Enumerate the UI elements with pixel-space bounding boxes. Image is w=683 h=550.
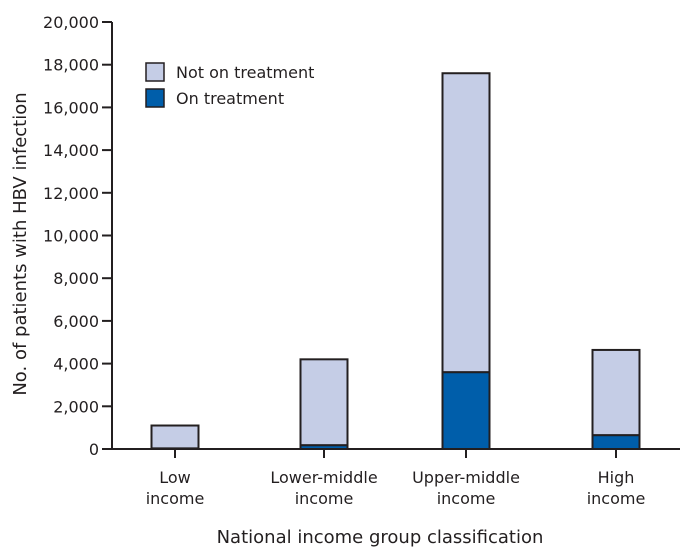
x-tick-label: income <box>146 489 205 508</box>
legend-swatch <box>145 62 165 82</box>
x-axis-categories: Low income Lower-middle income Upper-middle i… <box>146 449 646 508</box>
x-tick-label: income <box>295 489 354 508</box>
bar-segment <box>441 72 491 374</box>
y-tick-label: 10,000 <box>43 227 99 246</box>
y-tick-label: 6,000 <box>53 312 99 331</box>
legend-label: Not on treatment <box>176 63 314 82</box>
y-tick-label: 20,000 <box>43 13 99 32</box>
bar-segment <box>299 358 349 447</box>
y-tick-label: 18,000 <box>43 56 99 75</box>
y-tick-label: 12,000 <box>43 184 99 203</box>
y-tick-label: 14,000 <box>43 141 99 160</box>
x-axis-title: National income group classification <box>217 527 544 548</box>
x-tick-label: Lower-middle <box>270 468 377 487</box>
x-tick-label: High <box>598 468 635 487</box>
x-tick-label: Low <box>159 468 191 487</box>
y-tick-label: 16,000 <box>43 98 99 117</box>
y-tick-label: 8,000 <box>53 269 99 288</box>
x-tick-label: income <box>437 489 496 508</box>
x-tick-label: income <box>587 489 646 508</box>
bars <box>150 72 641 451</box>
y-axis-title: No. of patients with HBV infection <box>10 92 31 395</box>
legend: Not on treatment On treatment <box>145 62 314 108</box>
bar-segment <box>150 424 200 450</box>
bar-segment <box>441 371 491 451</box>
y-axis-ticks: 0 2,000 4,000 6,000 8,000 10,000 12,000 14,000 1… <box>43 13 112 459</box>
bar-segment <box>591 348 641 437</box>
bar-segment <box>591 434 641 450</box>
x-tick-label: Upper-middle <box>412 468 520 487</box>
y-tick-label: 0 <box>89 440 99 459</box>
y-tick-label: 4,000 <box>53 355 99 374</box>
legend-swatch <box>145 88 165 108</box>
y-tick-label: 2,000 <box>53 397 99 416</box>
legend-label: On treatment <box>176 89 284 108</box>
